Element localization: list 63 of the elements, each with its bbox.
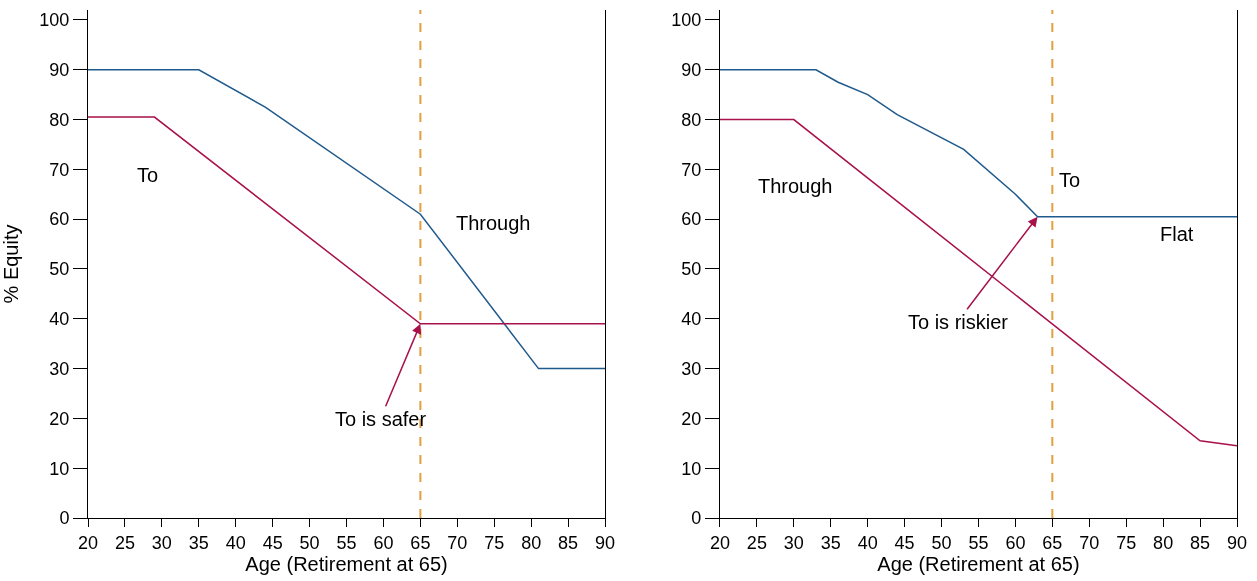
x-tick-label: 50 xyxy=(931,532,952,553)
annotation: Through xyxy=(456,212,531,234)
y-tick-label: 20 xyxy=(681,408,702,429)
x-tick-label: 25 xyxy=(114,532,135,553)
x-tick-label: 30 xyxy=(783,532,804,553)
x-tick-label: 70 xyxy=(1079,532,1100,553)
y-tick-label: 100 xyxy=(39,10,70,31)
line-series xyxy=(88,69,606,370)
y-tick-label: 80 xyxy=(49,109,70,130)
x-tick-label: 20 xyxy=(77,532,99,553)
y-tick-label: 100 xyxy=(671,10,702,31)
x-tick-label: 80 xyxy=(1153,532,1174,553)
annotation: To is safer xyxy=(335,408,427,430)
y-tick-label: 60 xyxy=(681,209,702,230)
y-tick-label: 10 xyxy=(49,458,70,479)
x-tick-label: 60 xyxy=(1005,532,1026,553)
x-tick-label: 60 xyxy=(373,532,394,553)
x-tick-label: 80 xyxy=(521,532,542,553)
x-tick-label: 45 xyxy=(894,532,915,553)
y-tick-label: 0 xyxy=(691,508,702,529)
x-tick-label: 25 xyxy=(746,532,767,553)
x-tick-label: 65 xyxy=(1042,532,1063,553)
x-tick-label: 55 xyxy=(968,532,989,553)
x-tick-label: 45 xyxy=(262,532,283,553)
y-tick-label: 40 xyxy=(681,309,702,330)
x-tick-label: 50 xyxy=(299,532,320,553)
y-tick-label: 0 xyxy=(59,508,70,529)
y-tick-label: 80 xyxy=(681,109,702,130)
y-tick-label: 90 xyxy=(681,60,702,81)
y-tick-label: 40 xyxy=(49,309,70,330)
y-tick-label: 70 xyxy=(49,159,70,180)
y-axis-title: % Equity xyxy=(0,224,22,304)
x-tick-label: 85 xyxy=(1190,532,1211,553)
x-tick-label: 70 xyxy=(447,532,468,553)
y-tick-label: 10 xyxy=(681,458,702,479)
x-tick-label: 30 xyxy=(151,532,172,553)
y-tick-label: 30 xyxy=(681,358,702,379)
y-tick-label: 50 xyxy=(49,259,70,280)
x-tick-label: 40 xyxy=(857,532,878,553)
y-tick-label: 70 xyxy=(681,159,702,180)
y-tick-label: 90 xyxy=(49,60,70,81)
annotation: Flat xyxy=(1160,223,1194,245)
x-tick-label: 90 xyxy=(595,532,616,553)
x-tick-label: 55 xyxy=(336,532,357,553)
annotation: To xyxy=(1059,169,1081,191)
x-tick-label: 35 xyxy=(820,532,841,553)
annotation: Through xyxy=(758,175,833,197)
x-tick-label: 65 xyxy=(410,532,431,553)
y-tick-label: 30 xyxy=(49,358,70,379)
x-tick-label: 20 xyxy=(709,532,730,553)
y-tick-label: 20 xyxy=(49,408,70,429)
y-tick-label: 60 xyxy=(49,209,70,230)
annotation: To is riskier xyxy=(908,311,1009,333)
x-axis-title: Age (Retirement at 65) xyxy=(877,552,1080,575)
y-tick-label: 50 xyxy=(681,259,702,280)
x-tick-label: 85 xyxy=(558,532,579,553)
x-tick-label: 75 xyxy=(1116,532,1137,553)
annotation: To xyxy=(137,164,159,186)
x-tick-label: 35 xyxy=(188,532,209,553)
x-tick-label: 75 xyxy=(484,532,505,553)
x-axis-title: Age (Retirement at 65) xyxy=(245,552,448,575)
x-tick-label: 40 xyxy=(225,532,246,553)
x-tick-label: 90 xyxy=(1226,532,1248,553)
